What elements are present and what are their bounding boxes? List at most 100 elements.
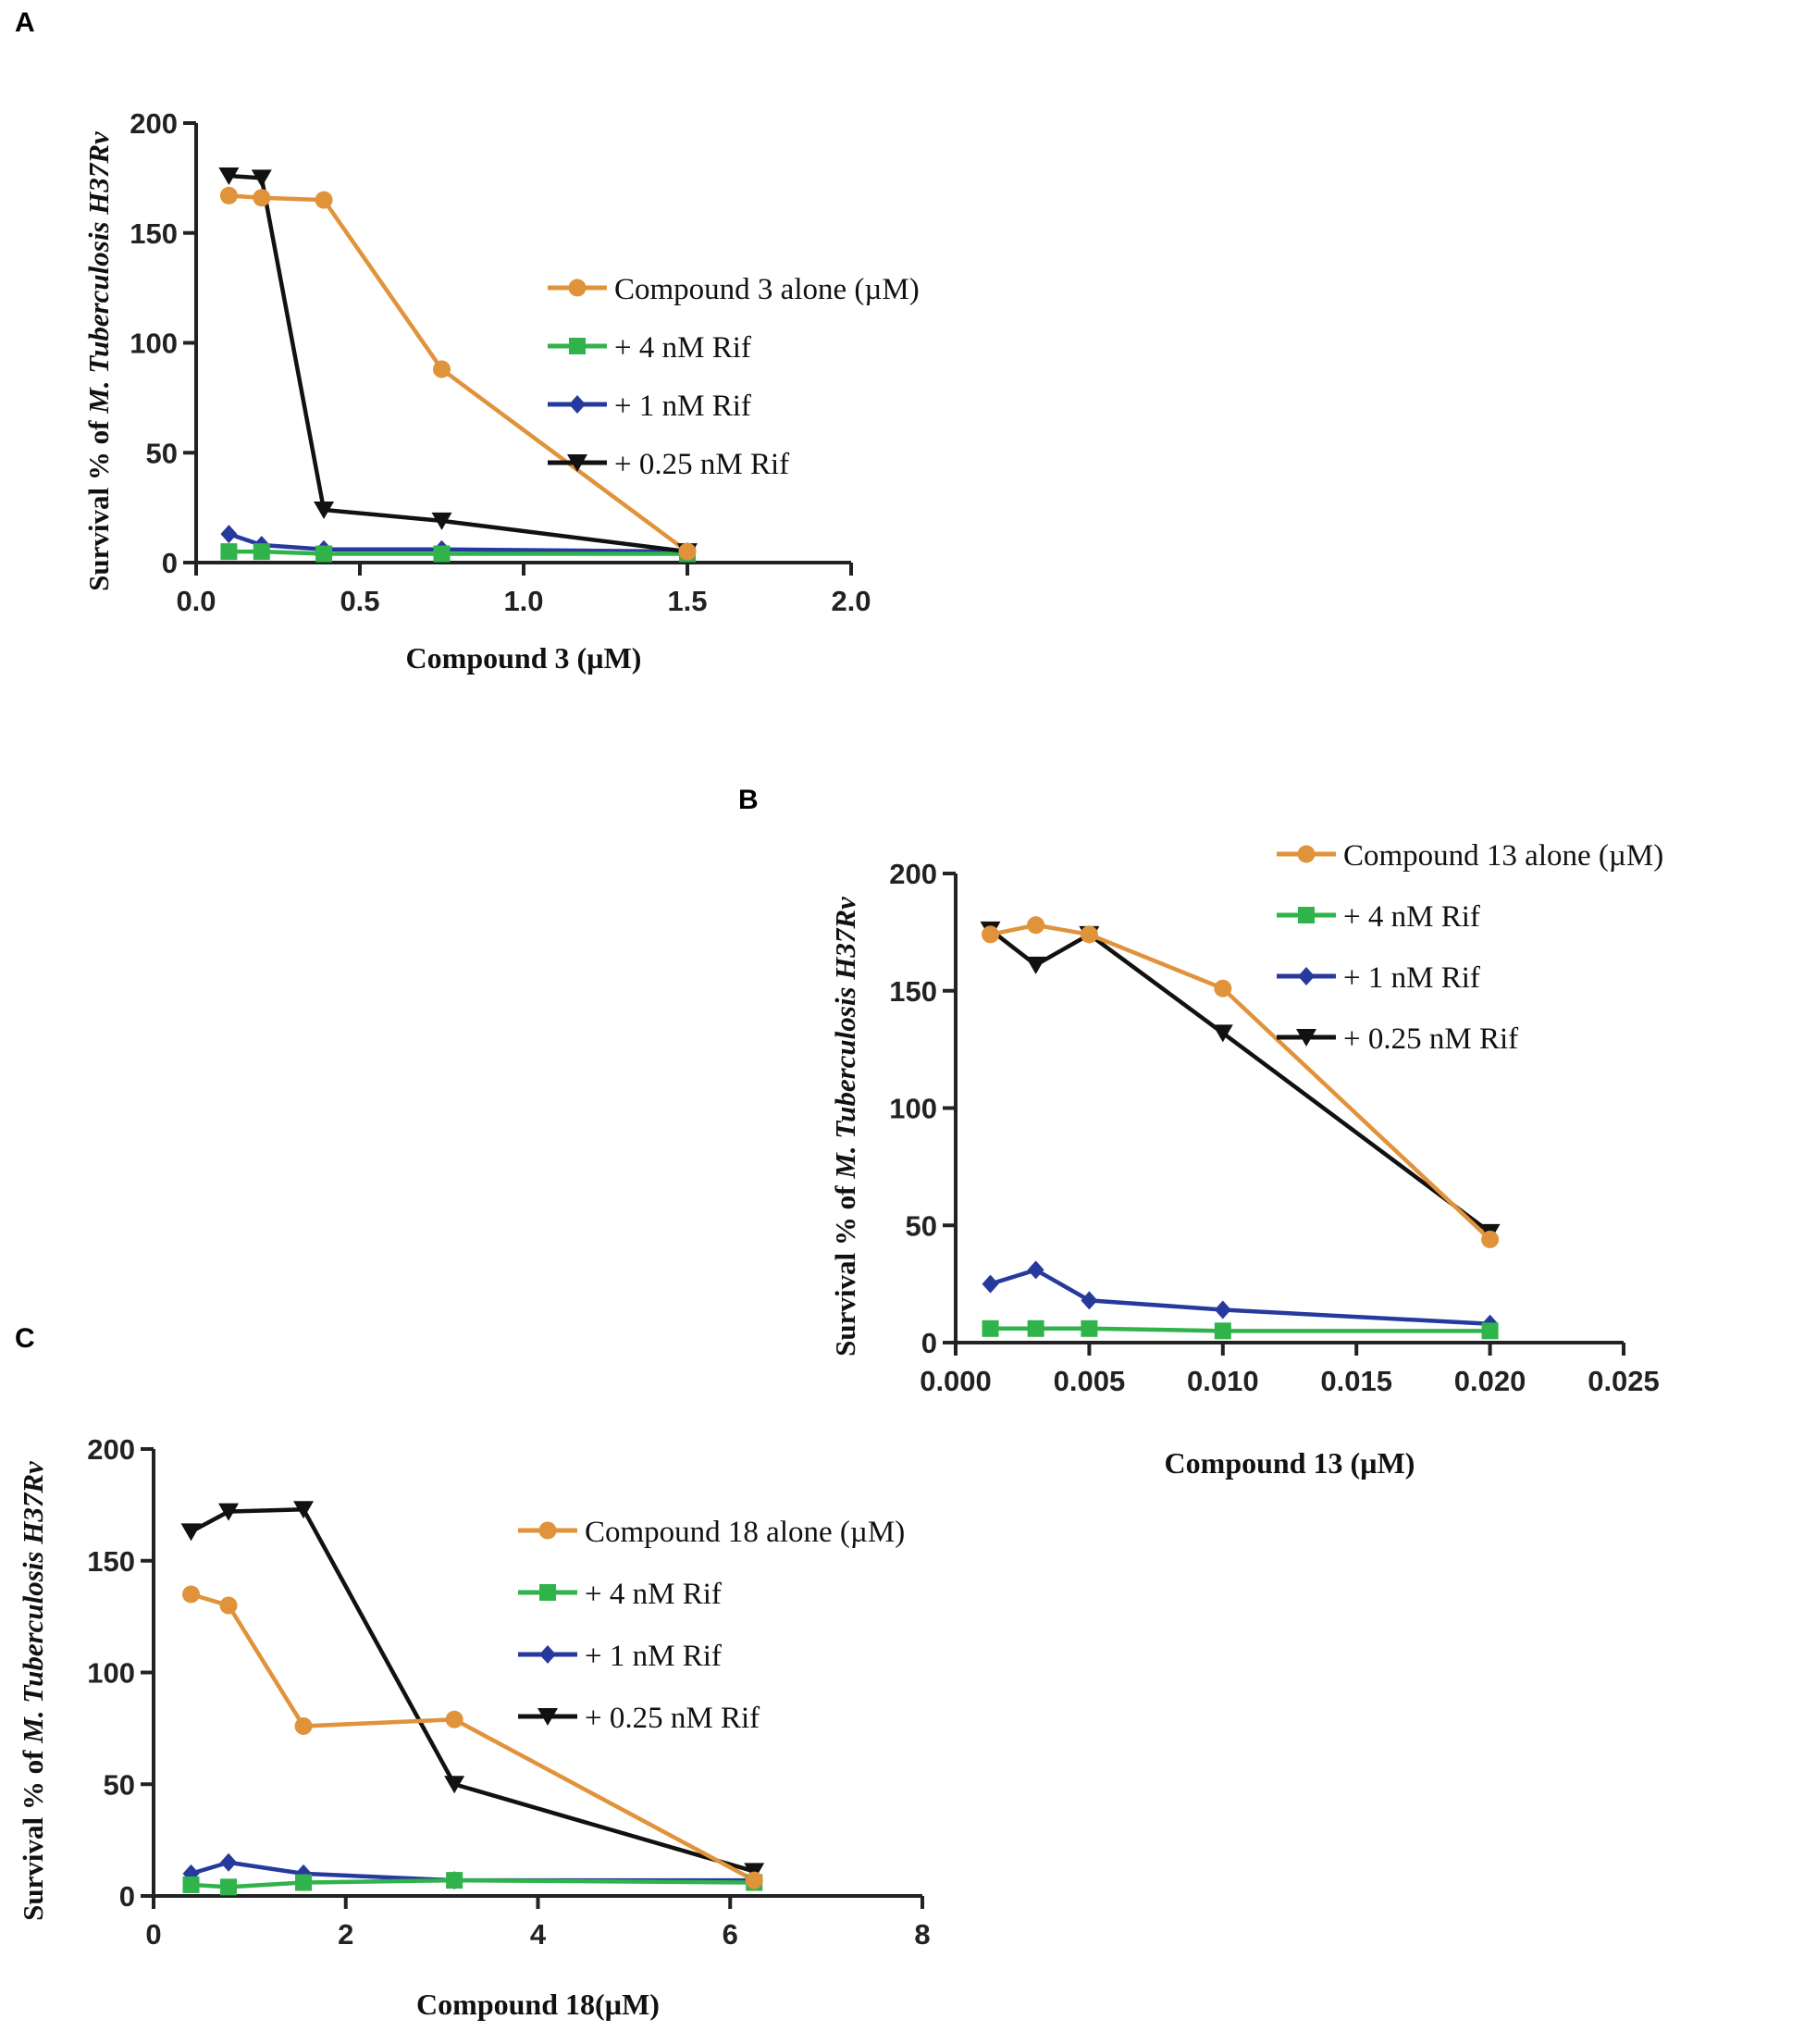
legend-label: + 1 nM Rif [614, 390, 751, 423]
legend-entry: Compound 3 alone (µM) [548, 273, 920, 306]
x-tick-label: 0.000 [920, 1365, 992, 1397]
data-point [982, 925, 1000, 944]
y-axis-title-organism: M. Tuberculosis H37Rv [829, 896, 861, 1180]
legend-swatch-marker [538, 1521, 557, 1540]
legend-entry: + 4 nM Rif [518, 1578, 722, 1611]
legend-label: + 0.25 nM Rif [614, 448, 789, 481]
legend-entry: + 1 nM Rif [548, 390, 751, 423]
data-point [180, 1523, 202, 1542]
x-axis-title: Compound 18(µM) [416, 1988, 660, 2021]
x-tick-label: 0.010 [1187, 1365, 1259, 1397]
y-tick-label: 50 [104, 1768, 135, 1801]
legend-entry: Compound 18 alone (µM) [518, 1516, 905, 1549]
legend-swatch-marker [1297, 845, 1316, 863]
x-tick-label: 0 [145, 1918, 161, 1951]
data-point [982, 1274, 999, 1294]
x-axis-title: Compound 13 (µM) [1165, 1446, 1415, 1480]
series-line-1 [990, 1326, 1490, 1333]
data-point [444, 1776, 465, 1794]
series-line-2 [190, 1860, 755, 1883]
x-tick-label: 0.0 [176, 585, 216, 617]
data-point [315, 545, 333, 563]
chart-panel-b: B 0 50 100 150 200 0.000 0.005 0.010 0.015 0.020 0.… [738, 785, 1663, 1480]
legend-entry: Compound 13 alone (µM) [1277, 839, 1663, 873]
data-point [295, 1874, 313, 1891]
data-point [446, 1872, 463, 1889]
data-point [220, 1852, 238, 1872]
y-axis-title-prefix: Survival % of [829, 1179, 861, 1356]
chart-panel-c: C 0 50 100 150 200 0 2 4 6 8 Compound 18(µM) Surviva… [15, 1323, 931, 2021]
x-tick-label: 6 [723, 1918, 738, 1951]
data-point [315, 191, 333, 209]
x-tick-label: 0.5 [340, 585, 379, 617]
y-axis-title-organism: M. Tuberculosis H37Rv [82, 130, 115, 415]
data-point [294, 1716, 313, 1735]
y-axis-title: Survival % of M. Tuberculosis H37Rv [17, 1460, 49, 1921]
data-point [218, 1503, 240, 1521]
y-axis-title-organism: M. Tuberculosis H37Rv [17, 1460, 49, 1744]
y-tick-label: 200 [889, 858, 937, 890]
panel-letter: C [15, 1323, 35, 1354]
legend-label: + 4 nM Rif [1343, 900, 1480, 934]
legend-swatch-marker [569, 395, 586, 414]
legend-swatch-marker [539, 1645, 556, 1664]
data-point [1081, 1319, 1098, 1337]
x-tick-label: 1.5 [667, 585, 707, 617]
legend-entry: + 4 nM Rif [1277, 900, 1480, 934]
legend-label: + 0.25 nM Rif [585, 1702, 760, 1735]
data-point [314, 502, 335, 519]
legend-entry: + 0.25 nM Rif [1277, 1022, 1518, 1056]
legend-swatch-marker [1298, 967, 1315, 985]
x-tick-label: 0.015 [1320, 1365, 1392, 1397]
data-point [220, 525, 238, 544]
data-point [1027, 916, 1045, 935]
data-point [982, 1319, 999, 1337]
legend-label: Compound 18 alone (µM) [585, 1516, 905, 1549]
legend-swatch-marker [568, 279, 587, 297]
y-axis-title-prefix: Survival % of [82, 414, 115, 591]
legend-label: + 4 nM Rif [614, 331, 751, 365]
data-point [293, 1501, 315, 1519]
data-point [251, 169, 272, 188]
y-axis-title-prefix: Survival % of [17, 1743, 49, 1921]
y-tick-label: 150 [130, 217, 178, 250]
x-tick-label: 2 [338, 1918, 353, 1951]
y-tick-label: 200 [87, 1433, 135, 1466]
y-tick-label: 0 [119, 1880, 135, 1913]
data-point [182, 1585, 201, 1604]
y-tick-label: 0 [921, 1327, 937, 1359]
legend-label: Compound 3 alone (µM) [614, 273, 920, 306]
legend-swatch-marker [537, 1708, 558, 1726]
chart-panel-a: A 0 50 100 150 200 0.0 0.5 1.0 1.5 2.0 Compound 3 (… [15, 7, 920, 675]
data-point [1481, 1322, 1499, 1340]
x-tick-label: 0.025 [1588, 1365, 1660, 1397]
data-point [1080, 925, 1098, 944]
y-tick-label: 200 [130, 107, 178, 140]
y-tick-label: 150 [87, 1545, 135, 1578]
data-point [1212, 1024, 1233, 1043]
data-point [219, 1596, 238, 1615]
y-axis-title: Survival % of M. Tuberculosis H37Rv [82, 130, 115, 591]
data-point [1027, 1319, 1044, 1337]
legend-entry: + 4 nM Rif [548, 331, 751, 365]
data-point [431, 512, 452, 530]
legend-entry: + 0.25 nM Rif [548, 448, 789, 481]
x-tick-label: 8 [914, 1918, 930, 1951]
data-point [1025, 956, 1046, 974]
data-point [182, 1876, 200, 1893]
panel-letter: B [738, 785, 759, 815]
legend-swatch-marker [569, 338, 586, 354]
y-tick-label: 0 [162, 547, 178, 579]
x-tick-label: 2.0 [831, 585, 871, 617]
y-tick-label: 100 [87, 1657, 135, 1690]
data-point [253, 543, 270, 561]
data-point [218, 167, 240, 185]
data-point [1214, 1300, 1231, 1319]
data-point [433, 360, 451, 378]
data-point [220, 1878, 238, 1896]
legend-swatch-marker [1296, 1029, 1316, 1047]
y-tick-label: 100 [130, 328, 178, 360]
series-line-1 [229, 549, 687, 556]
data-point [1027, 1260, 1044, 1280]
